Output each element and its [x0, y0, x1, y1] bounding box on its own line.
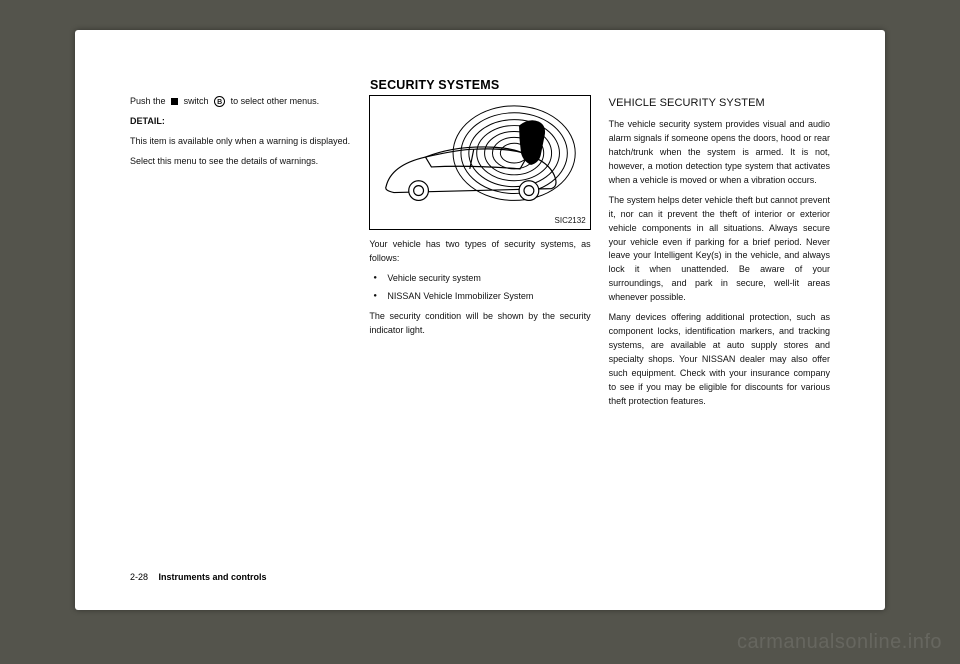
text-fragment: switch [184, 96, 209, 106]
push-switch-line: Push the switch B to select other menus. [130, 95, 351, 109]
manual-page: SECURITY SYSTEMS Push the switch B to se… [75, 30, 885, 610]
list-item: Vehicle security system [373, 272, 590, 286]
page-footer: 2-28 Instruments and controls [130, 572, 267, 582]
security-para-2: The system helps deter vehicle theft but… [609, 194, 830, 306]
systems-list: Vehicle security system NISSAN Vehicle I… [373, 272, 590, 304]
column-left: Push the switch B to select other menus.… [130, 95, 351, 580]
car-alarm-illustration [370, 96, 589, 229]
systems-outro: The security condition will be shown by … [369, 310, 590, 338]
circle-b-icon: B [214, 96, 225, 107]
text-fragment: to select other menus. [231, 96, 320, 106]
security-figure: SIC2132 [369, 95, 590, 230]
systems-intro: Your vehicle has two types of security s… [369, 238, 590, 266]
square-icon [171, 98, 178, 105]
security-para-3: Many devices offering additional protect… [609, 311, 830, 409]
detail-para-1: This item is available only when a warni… [130, 135, 351, 149]
column-right: VEHICLE SECURITY SYSTEM The vehicle secu… [609, 95, 830, 580]
text-fragment: Push the [130, 96, 166, 106]
detail-label: DETAIL: [130, 116, 165, 126]
chapter-title: Instruments and controls [159, 572, 267, 582]
section-header: SECURITY SYSTEMS [370, 78, 499, 92]
column-middle: SIC2132 Your vehicle has two types of se… [369, 95, 590, 580]
watermark-text: carmanualsonline.info [737, 631, 942, 654]
detail-para-2: Select this menu to see the details of w… [130, 155, 351, 169]
figure-id: SIC2132 [555, 215, 586, 227]
list-item: NISSAN Vehicle Immobilizer System [373, 290, 590, 304]
page-number: 2-28 [130, 572, 148, 582]
content-columns: Push the switch B to select other menus.… [130, 95, 830, 580]
vehicle-security-heading: VEHICLE SECURITY SYSTEM [609, 95, 830, 112]
detail-heading: DETAIL: [130, 115, 351, 129]
security-para-1: The vehicle security system provides vis… [609, 118, 830, 188]
